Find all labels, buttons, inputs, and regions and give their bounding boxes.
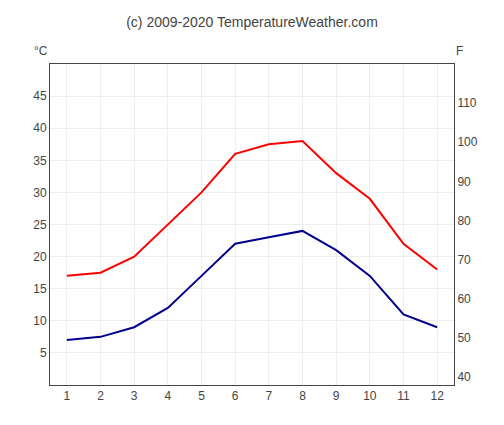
svg-text:12: 12 bbox=[430, 389, 444, 403]
svg-text:40: 40 bbox=[457, 370, 471, 384]
svg-text:F: F bbox=[456, 44, 463, 58]
svg-text:8: 8 bbox=[299, 389, 306, 403]
svg-text:110: 110 bbox=[457, 96, 476, 110]
svg-text:100: 100 bbox=[457, 135, 477, 149]
svg-text:35: 35 bbox=[33, 154, 47, 168]
svg-text:4: 4 bbox=[164, 389, 171, 403]
svg-text:60: 60 bbox=[457, 292, 471, 306]
svg-text:90: 90 bbox=[457, 175, 471, 189]
svg-text:7: 7 bbox=[265, 389, 272, 403]
svg-text:6: 6 bbox=[232, 389, 239, 403]
svg-text:80: 80 bbox=[457, 214, 471, 228]
svg-text:10: 10 bbox=[363, 389, 377, 403]
svg-text:9: 9 bbox=[333, 389, 340, 403]
svg-text:40: 40 bbox=[33, 121, 47, 135]
svg-text:5: 5 bbox=[198, 389, 205, 403]
svg-text:45: 45 bbox=[33, 89, 47, 103]
svg-text:°C: °C bbox=[34, 44, 48, 58]
svg-text:50: 50 bbox=[457, 331, 471, 345]
svg-text:20: 20 bbox=[33, 250, 47, 264]
svg-text:3: 3 bbox=[131, 389, 138, 403]
svg-text:2: 2 bbox=[97, 389, 104, 403]
svg-text:15: 15 bbox=[33, 282, 47, 296]
svg-text:(c) 2009-2020 TemperatureWeath: (c) 2009-2020 TemperatureWeather.com bbox=[126, 14, 378, 30]
svg-text:30: 30 bbox=[33, 186, 47, 200]
svg-text:10: 10 bbox=[33, 314, 47, 328]
svg-text:5: 5 bbox=[40, 346, 47, 360]
svg-text:1: 1 bbox=[63, 389, 70, 403]
svg-text:70: 70 bbox=[457, 253, 471, 267]
svg-text:25: 25 bbox=[33, 218, 47, 232]
svg-text:11: 11 bbox=[397, 389, 410, 403]
